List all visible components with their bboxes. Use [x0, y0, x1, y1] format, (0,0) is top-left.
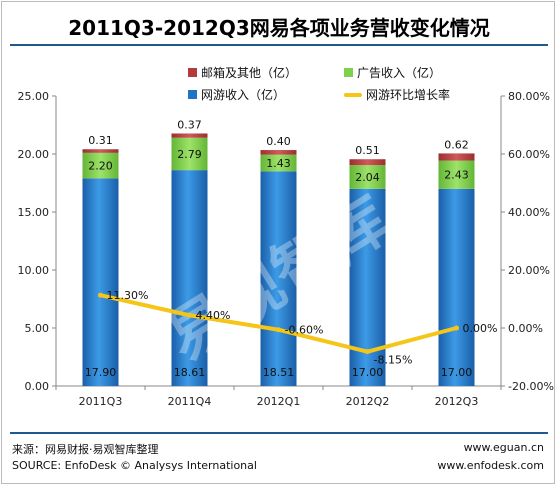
legend-growth-line [344, 92, 362, 97]
ads-value-label: 2.43 [444, 169, 469, 182]
legend-other: 邮箱及其他（亿） [188, 64, 297, 81]
other-value-label: 0.37 [177, 118, 202, 131]
growth-point [98, 292, 103, 298]
other-value-label: 0.31 [88, 134, 113, 147]
left-tick-label: 15.00 [18, 206, 50, 219]
growth-value-label: -0.60% [285, 324, 324, 337]
legend-other-swatch [188, 68, 197, 77]
right-tick-label: 0.00% [508, 322, 543, 335]
other-value-label: 0.40 [266, 135, 291, 148]
bar-ads [438, 160, 475, 189]
bar-games [438, 188, 475, 386]
ads-value-label: 2.20 [88, 160, 113, 173]
other-value-label: 0.51 [355, 144, 380, 157]
legend-games: 网游收入（亿） [188, 86, 285, 103]
x-tick-label: 2011Q3 [79, 395, 123, 408]
growth-value-label: 11.30% [107, 289, 149, 302]
growth-point [187, 312, 192, 318]
growth-point [365, 349, 370, 355]
legend-games-label: 网游收入（亿） [201, 88, 286, 102]
games-value-label: 17.00 [441, 366, 473, 379]
ads-value-label: 2.79 [177, 148, 202, 161]
bar-other [349, 159, 386, 166]
x-tick-label: 2012Q2 [346, 395, 390, 408]
source-en: SOURCE: EnfoDesk © Analysys Internationa… [12, 459, 257, 472]
right-tick-label: 80.00% [508, 90, 550, 103]
x-tick-label: 2012Q3 [435, 395, 479, 408]
bar-other [82, 149, 119, 153]
growth-point [454, 325, 459, 331]
right-tick-label: 40.00% [508, 206, 550, 219]
right-tick-label: -20.00% [508, 380, 554, 393]
legend-ads: 广告收入（亿） [344, 64, 441, 81]
url-enfodesk: www.enfodesk.com [437, 459, 544, 472]
bar-games [260, 171, 297, 386]
growth-value-label: 4.40% [196, 309, 231, 322]
x-tick-label: 2012Q1 [257, 395, 301, 408]
left-tick-label: 0.00 [25, 380, 50, 393]
other-value-label: 0.62 [444, 138, 469, 151]
left-tick-label: 5.00 [25, 322, 50, 335]
ads-value-label: 1.43 [266, 157, 291, 170]
legend-growth: 网游环比增长率 [344, 86, 450, 103]
legend-other-label: 邮箱及其他（亿） [201, 66, 298, 80]
title-rule [10, 44, 548, 46]
legend-ads-swatch [344, 68, 353, 77]
bar-other [260, 150, 297, 155]
bar-ads [82, 152, 119, 179]
growth-value-label: -8.15% [374, 354, 413, 367]
url-eguan: www.eguan.cn [463, 441, 544, 454]
bar-other [171, 133, 208, 138]
games-value-label: 18.61 [174, 366, 206, 379]
left-tick-label: 20.00 [18, 148, 50, 161]
x-tick-label: 2011Q4 [168, 395, 212, 408]
chart-title: 2011Q3-2012Q3网易各项业务营收变化情况 [68, 16, 490, 40]
footer-rule [10, 432, 548, 434]
bar-games [82, 178, 119, 386]
left-tick-label: 25.00 [18, 90, 50, 103]
ads-value-label: 2.04 [355, 171, 380, 184]
right-tick-label: 60.00% [508, 148, 550, 161]
source-cn: 来源：网易财报·易观智库整理 [12, 443, 159, 456]
right-tick-label: 20.00% [508, 264, 550, 277]
games-value-label: 17.90 [85, 366, 117, 379]
bar-other [438, 153, 475, 161]
bar-ads [171, 137, 208, 171]
growth-value-label: 0.00% [463, 322, 498, 335]
bar-games [171, 170, 208, 386]
legend-games-swatch [188, 90, 197, 99]
games-value-label: 18.51 [263, 366, 295, 379]
legend-growth-label: 网游环比增长率 [366, 88, 451, 102]
legend-ads-label: 广告收入（亿） [357, 66, 442, 80]
left-tick-label: 10.00 [18, 264, 50, 277]
games-value-label: 17.00 [352, 366, 384, 379]
bar-ads [260, 154, 297, 172]
bar-ads [349, 165, 386, 189]
growth-point [276, 327, 281, 333]
